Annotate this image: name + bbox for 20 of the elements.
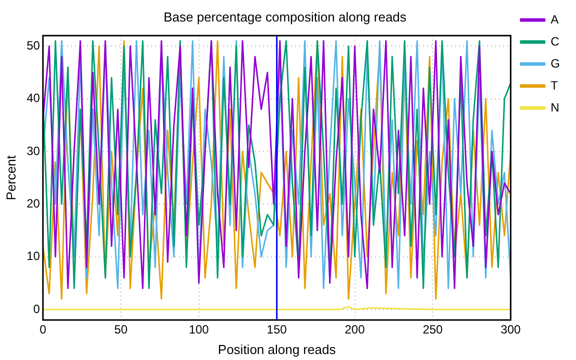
legend-label: T [550, 78, 559, 92]
x-tick-label: 50 [114, 322, 128, 337]
x-tick-label: 250 [422, 322, 444, 337]
y-tick-label: 20 [26, 196, 40, 210]
chart-title: Base percentage composition along reads [164, 9, 407, 24]
x-tick-label: 200 [344, 322, 366, 337]
legend-label: G [550, 56, 560, 70]
x-tick-label: 300 [500, 322, 521, 337]
y-tick-label: 50 [26, 38, 40, 52]
legend-label: N [550, 100, 560, 114]
y-tick-label: 0 [33, 302, 40, 316]
x-axis-title: Position along reads [218, 342, 336, 357]
y-axis-title: Percent [3, 155, 18, 200]
y-tick-label: 40 [26, 91, 40, 106]
x-tick-label: 100 [188, 322, 210, 337]
legend-label: A [550, 12, 559, 26]
y-tick-label: 10 [26, 249, 40, 264]
legend-label: C [550, 34, 560, 48]
x-tick-label: 150 [266, 322, 288, 337]
y-tick-label: 30 [26, 144, 40, 158]
